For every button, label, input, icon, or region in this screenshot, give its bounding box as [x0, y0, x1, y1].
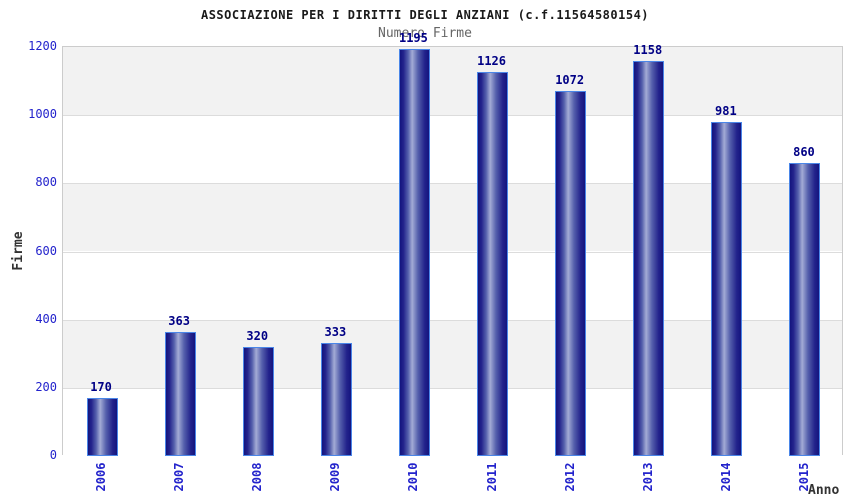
bar-2012: [555, 90, 587, 456]
y-tick-label: 0: [49, 448, 57, 462]
bar-value-label: 320: [246, 328, 269, 343]
bar-2015: [789, 162, 821, 456]
bar-value-label: 860: [793, 144, 815, 159]
bar-2013: [633, 61, 665, 456]
bar-2008: [242, 346, 274, 456]
gridline: [63, 115, 842, 117]
bar-2006: [86, 398, 118, 456]
bar-2007: [164, 332, 196, 456]
y-tick-label: 1200: [28, 39, 57, 53]
y-tick-label: 1000: [28, 107, 57, 122]
bar-2011: [477, 72, 509, 456]
bar-value-label: 333: [324, 324, 347, 339]
gridline: [63, 319, 842, 321]
y-tick-label: 800: [35, 175, 57, 190]
bar-value-label: 1158: [633, 43, 663, 58]
x-tick-label: 2008: [250, 462, 265, 492]
x-tick-label: 2014: [718, 462, 733, 492]
plot-area: [62, 46, 843, 456]
bar-2009: [320, 342, 352, 456]
chart-subtitle: Numero Firme: [378, 26, 472, 41]
gridline: [63, 183, 842, 185]
bar-value-label: 981: [715, 103, 737, 118]
x-tick-label: 2007: [172, 462, 187, 492]
bar-value-label: 170: [90, 380, 112, 395]
gridline: [63, 387, 842, 389]
bar-2014: [711, 121, 743, 456]
bar-value-label: 1072: [555, 72, 585, 87]
y-tick-label: 200: [35, 379, 57, 394]
plot-band: [63, 47, 842, 116]
bar-value-label: 363: [168, 314, 190, 329]
x-tick-label: 2011: [484, 462, 499, 492]
gridline: [63, 251, 842, 253]
x-tick-label: 2013: [640, 462, 655, 492]
x-tick-label: 2012: [562, 462, 577, 492]
bar-2010: [398, 48, 430, 456]
x-tick-label: 2009: [328, 462, 343, 492]
bar-value-label: 1126: [477, 54, 506, 69]
x-tick-label: 2010: [406, 462, 421, 492]
x-tick-label: 2006: [94, 462, 109, 492]
x-axis-title: Anno: [808, 483, 840, 498]
chart-title: ASSOCIAZIONE PER I DIRITTI DEGLI ANZIANI…: [200, 8, 650, 22]
bar-value-label: 1195: [398, 30, 428, 45]
y-axis-title: Firme: [11, 231, 26, 271]
y-tick-label: 400: [35, 311, 57, 326]
y-tick-label: 600: [35, 243, 57, 258]
